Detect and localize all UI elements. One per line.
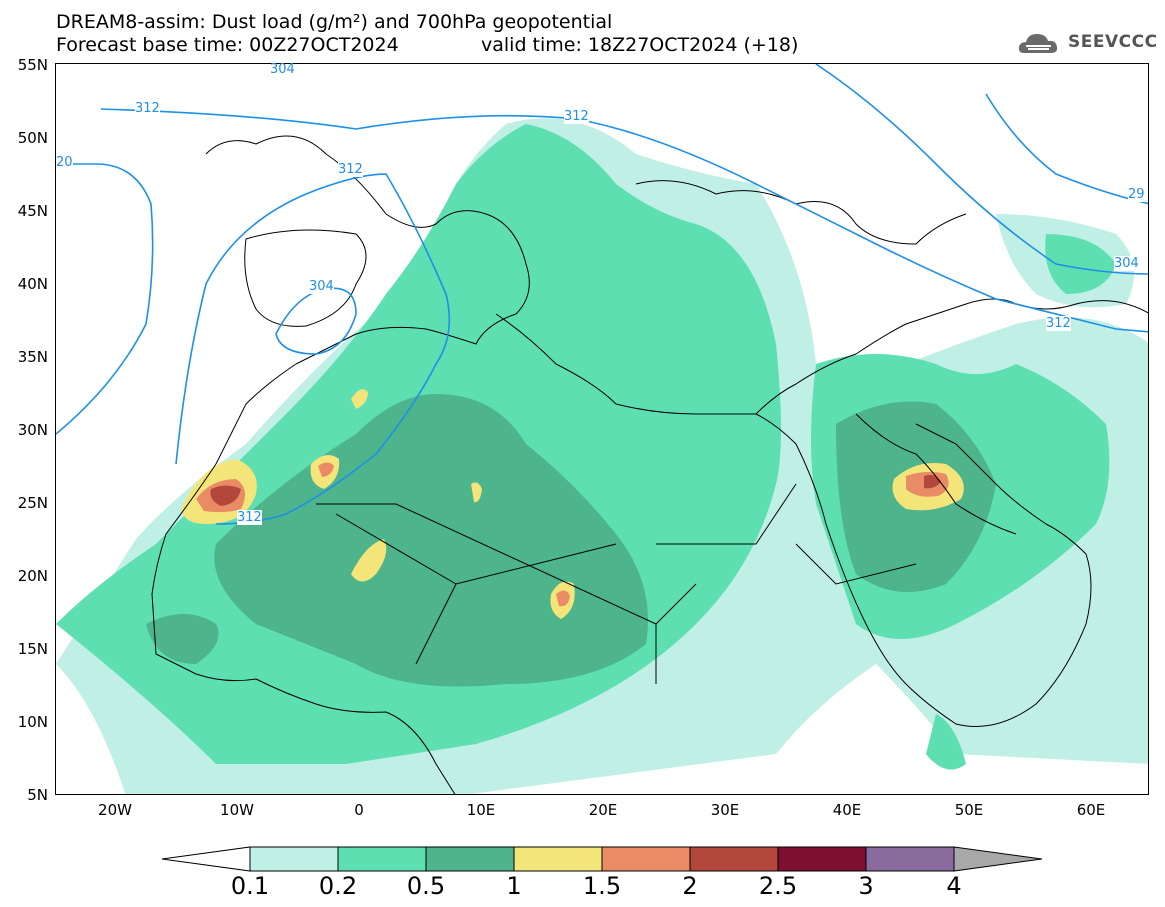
lon-label: 10E	[466, 801, 496, 819]
lat-label: 30N	[17, 421, 48, 439]
colorbar-tick: 0.5	[406, 872, 446, 900]
contour-label: 312	[135, 101, 160, 116]
contour-label: 304	[270, 62, 295, 77]
map-title: DREAM8-assim: Dust load (g/m²) and 700hP…	[56, 11, 613, 33]
contour-label: 312	[1046, 316, 1071, 331]
lat-label: 25N	[17, 494, 48, 512]
lat-label: 55N	[17, 56, 48, 74]
colorbar-under-triangle	[162, 846, 251, 872]
colorbar-tick: 2.5	[758, 872, 798, 900]
seevccc-logo: SEEVCCC	[1016, 26, 1158, 60]
contour-label: 29	[1128, 187, 1145, 202]
contour-label: 312	[564, 109, 589, 124]
colorbar-tick: 3	[858, 872, 874, 900]
base-time-label: Forecast base time: 00Z27OCT2024	[56, 34, 399, 56]
colorbar-segment	[337, 846, 427, 872]
lat-label: 45N	[17, 202, 48, 220]
colorbar-segment	[513, 846, 603, 872]
lon-label: 20W	[98, 801, 132, 819]
coastlines	[151, 135, 1148, 794]
colorbar-tick: 1.5	[582, 872, 622, 900]
lat-label: 10N	[17, 713, 48, 731]
colorbar-tick: 4	[946, 872, 962, 900]
lon-label: 50E	[954, 801, 984, 819]
colorbar-legend	[162, 846, 1042, 872]
colorbar-segment	[601, 846, 691, 872]
colorbar-tick: 1	[506, 872, 522, 900]
contour-label: 312	[237, 510, 262, 525]
forecast-times: Forecast base time: 00Z27OCT2024 valid t…	[56, 34, 798, 100]
colorbar-tick: 0.2	[318, 872, 358, 900]
colorbar-over-triangle	[953, 846, 1042, 872]
contour-label: 304	[1114, 256, 1139, 271]
lon-label: 0	[354, 801, 364, 819]
lon-label: 10W	[220, 801, 254, 819]
colorbar-segment	[425, 846, 515, 872]
contour-label: 20	[56, 155, 73, 170]
colorbar-tick: 0.1	[230, 872, 270, 900]
contour-label: 304	[309, 279, 334, 294]
dust-load-map	[55, 63, 1149, 795]
colorbar-segment	[689, 846, 779, 872]
valid-time-label: valid time: 18Z27OCT2024 (+18)	[481, 34, 799, 56]
lon-label: 20E	[588, 801, 618, 819]
lat-label: 15N	[17, 640, 48, 658]
lon-label: 60E	[1076, 801, 1106, 819]
lat-label: 20N	[17, 567, 48, 585]
lat-label: 40N	[17, 275, 48, 293]
geopotential-contours	[56, 64, 1148, 525]
lon-label: 40E	[832, 801, 862, 819]
colorbar-segment	[777, 846, 867, 872]
colorbar-segment	[249, 846, 339, 872]
lat-label: 50N	[17, 129, 48, 147]
lat-label: 35N	[17, 348, 48, 366]
map-canvas	[56, 64, 1148, 794]
lat-label: 5N	[27, 786, 48, 804]
contour-label: 312	[338, 162, 363, 177]
colorbar-segment	[865, 846, 955, 872]
lon-label: 30E	[710, 801, 740, 819]
logo-text: SEEVCCC	[1068, 32, 1158, 52]
colorbar-tick: 2	[682, 872, 698, 900]
cloud-logo-icon	[1018, 34, 1058, 53]
